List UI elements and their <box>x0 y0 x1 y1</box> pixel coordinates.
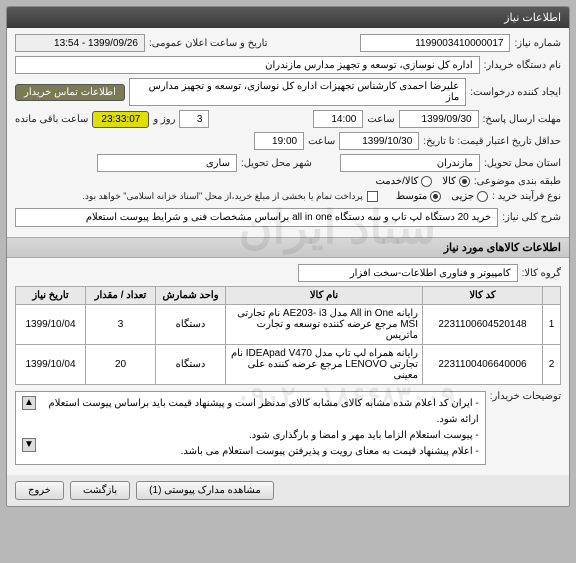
radio-dot-icon <box>430 191 441 202</box>
back-button[interactable]: بازگشت <box>70 481 130 500</box>
niaz-no-label: شماره نیاز: <box>514 38 561 49</box>
radio-dot-icon <box>459 176 470 187</box>
goods-header: اطلاعات کالاهای مورد نیاز <box>7 237 569 258</box>
col-unit: واحد شمارش <box>156 287 226 305</box>
need-info-window: اطلاعات نیاز شماره نیاز: 119900341000001… <box>6 6 570 507</box>
partpay-note: پرداخت تمام یا بخشی از مبلغ خرید،از محل … <box>82 191 362 202</box>
rooz-va-label: روز و <box>153 114 175 125</box>
price-until-label: حداقل تاریخ اعتبار قیمت: تا تاریخ: <box>423 136 561 147</box>
radio-buy-a[interactable]: جزیی <box>451 191 488 202</box>
deadline-label: مهلت ارسال پاسخ: <box>483 114 561 125</box>
deadline-time-field: 14:00 <box>313 110 363 128</box>
deliv-prov-label: استان محل تحویل: <box>484 158 561 169</box>
radio-kala[interactable]: کالا <box>442 176 470 187</box>
exit-button[interactable]: خروج <box>15 481 64 500</box>
title-field: خرید 20 دستگاه لپ تاپ و سه دستگاه all in… <box>15 208 498 227</box>
buyer-name-field: اداره کل نوسازی، توسعه و تجهیز مدارس ماز… <box>15 56 480 74</box>
col-name: نام کالا <box>226 287 423 305</box>
attachments-button[interactable]: مشاهده مدارک پیوستی (1) <box>136 481 274 500</box>
partpay-checkbox[interactable] <box>367 191 378 202</box>
budget-cat-label: طبقه بندی موضوعی: <box>474 176 561 187</box>
notes-label: توضیحات خریدار: <box>490 391 561 402</box>
buy-type-radio-group: جزیی متوسط <box>396 191 488 202</box>
deliv-city-field: ساری <box>97 154 237 172</box>
group-field: کامپیوتر و فناوری اطلاعات-سخت افزار <box>298 264 518 282</box>
creator-label: ایجاد کننده درخواست: <box>470 87 561 98</box>
scroll-down-icon[interactable]: ▼ <box>22 438 36 452</box>
price-until-time-field: 19:00 <box>254 132 304 150</box>
deadline-date-field: 1399/09/30 <box>399 110 479 128</box>
radio-buy-b[interactable]: متوسط <box>396 191 441 202</box>
deliv-prov-field: مازندران <box>340 154 480 172</box>
countdown-badge: 23:33:07 <box>92 111 149 128</box>
creator-field: علیرضا احمدی کارشناس تجهیزات اداره کل نو… <box>129 78 466 106</box>
contact-button[interactable]: اطلاعات تماس خریدار <box>15 84 125 101</box>
group-label: گروه کالا: <box>522 268 561 279</box>
col-date: تاریخ نیاز <box>16 287 86 305</box>
notes-box: ▲ ▼ - ایران کد اعلام شده مشابه کالای مشا… <box>15 391 486 465</box>
radio-dot-icon <box>421 176 432 187</box>
pub-dt-label: تاریخ و ساعت اعلان عمومی: <box>149 38 268 49</box>
table-row[interactable]: 1 2231100604520148 رایانه All in One مدل… <box>16 305 561 345</box>
budget-radio-group: کالا کالا/خدمت <box>375 176 469 187</box>
niaz-no-field: 1199003410000017 <box>360 34 510 52</box>
table-header-row: کد کالا نام کالا واحد شمارش تعداد / مقدا… <box>16 287 561 305</box>
table-row[interactable]: 2 2231100406640006 رایانه همراه لپ تاپ م… <box>16 345 561 385</box>
goods-area: گروه کالا: کامپیوتر و فناوری اطلاعات-سخت… <box>7 258 569 475</box>
buy-type-label: نوع فرآیند خرید : <box>492 191 561 202</box>
saat-label-2: ساعت <box>308 136 335 147</box>
remain-label: ساعت باقی مانده <box>15 114 88 125</box>
radio-khadamat[interactable]: کالا/خدمت <box>375 176 432 187</box>
deliv-city-label: شهر محل تحویل: <box>241 158 312 169</box>
scroll-up-icon[interactable]: ▲ <box>22 396 36 410</box>
price-until-date-field: 1399/10/30 <box>339 132 419 150</box>
footer-bar: مشاهده مدارک پیوستی (1) بازگشت خروج <box>7 475 569 506</box>
window-title: اطلاعات نیاز <box>504 12 561 24</box>
pub-dt-field: 1399/09/26 - 13:54 <box>15 34 145 52</box>
col-qty: تعداد / مقدار <box>86 287 156 305</box>
radio-dot-icon <box>477 191 488 202</box>
saat-label-1: ساعت <box>367 114 394 125</box>
title-label: شرح کلی نیاز: <box>502 212 561 223</box>
buyer-name-label: نام دستگاه خریدار: <box>484 60 561 71</box>
top-form: شماره نیاز: 1199003410000017 تاریخ و ساع… <box>7 28 569 237</box>
goods-table: کد کالا نام کالا واحد شمارش تعداد / مقدا… <box>15 286 561 385</box>
notes-text: - ایران کد اعلام شده مشابه کالای مشابه ک… <box>42 396 479 460</box>
col-code: کد کالا <box>423 287 543 305</box>
window-titlebar: اطلاعات نیاز <box>7 7 569 28</box>
col-idx <box>543 287 561 305</box>
days-field: 3 <box>179 110 209 128</box>
